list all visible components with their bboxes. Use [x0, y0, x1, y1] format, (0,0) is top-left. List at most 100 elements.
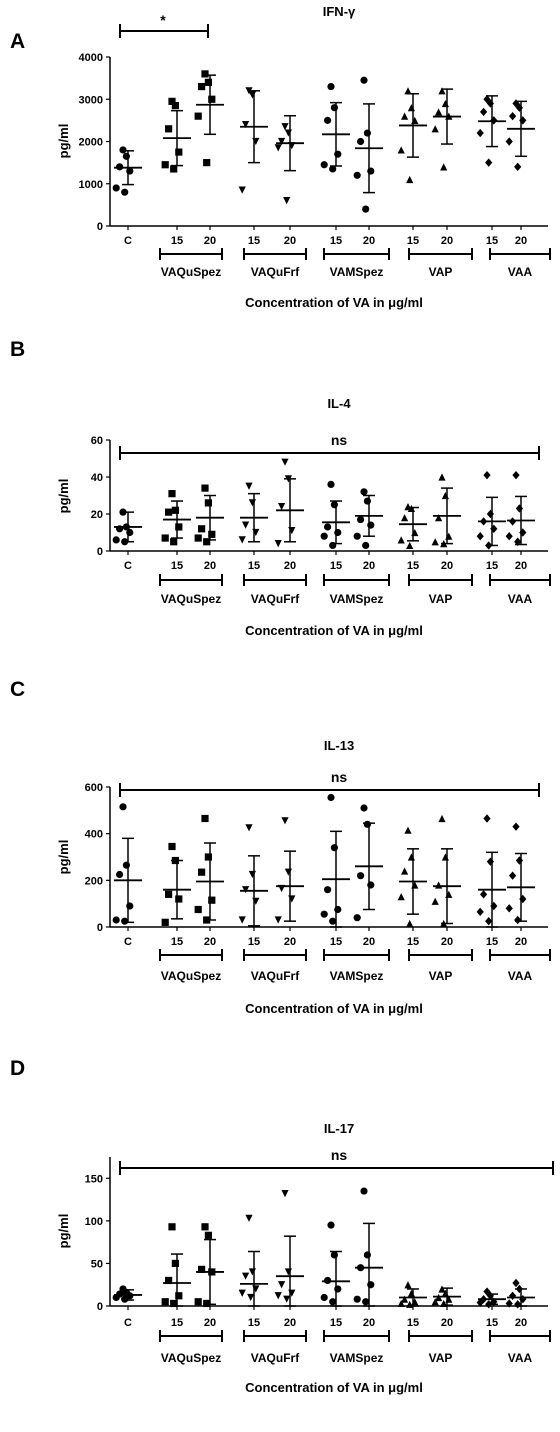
group-label: VAP: [429, 265, 453, 279]
data-point: [242, 521, 250, 529]
data-point: [406, 919, 414, 928]
data-point: [509, 871, 517, 880]
data-point: [330, 1251, 338, 1259]
data-point: [245, 482, 253, 490]
category-label: 20: [363, 1317, 375, 1329]
data-point: [363, 497, 371, 505]
data-point: [360, 76, 368, 84]
series-1: [161, 97, 191, 173]
series-1: [161, 842, 191, 926]
y-tick-label: 0: [97, 221, 103, 233]
data-point: [284, 868, 292, 876]
category-label: 15: [171, 1317, 183, 1329]
group-bracket: VAQuSpez: [159, 248, 223, 279]
data-point: [357, 872, 365, 880]
data-point: [168, 1223, 176, 1231]
data-point: [330, 104, 338, 112]
x-axis-title: Concentration of VA in μg/ml: [245, 623, 423, 638]
data-point: [509, 517, 517, 526]
data-point: [486, 99, 494, 108]
group-label: VAQuFrf: [251, 1351, 300, 1365]
data-point: [485, 916, 493, 926]
category-label: C: [124, 936, 132, 948]
data-point: [168, 490, 176, 498]
y-tick-label: 0: [97, 546, 103, 558]
group-bracket: VAQuSpez: [159, 1330, 223, 1365]
data-point: [281, 458, 289, 466]
series-4: [274, 114, 304, 205]
series-3: [238, 87, 268, 194]
data-point: [278, 137, 286, 146]
category-label: 15: [330, 936, 342, 948]
data-point: [431, 1298, 439, 1306]
data-point: [515, 856, 523, 865]
group-bracket: VAA: [489, 574, 551, 606]
y-tick-label: 200: [85, 875, 103, 887]
group-label: VAQuFrf: [251, 969, 300, 983]
significance-label: ns: [331, 769, 348, 785]
data-point: [485, 158, 493, 167]
data-point: [112, 184, 120, 192]
category-label: 15: [248, 235, 260, 247]
data-point: [204, 499, 212, 507]
series-7: [397, 1281, 427, 1308]
group-label: VAQuSpez: [161, 1351, 221, 1365]
data-point: [357, 137, 365, 146]
category-label: 15: [407, 1317, 419, 1329]
data-point: [353, 1295, 361, 1303]
data-point: [203, 159, 211, 167]
data-point: [121, 917, 129, 925]
data-point: [329, 917, 337, 925]
data-point: [512, 470, 520, 480]
data-point: [119, 146, 127, 154]
significance-label: ns: [331, 432, 348, 448]
category-label: 15: [171, 235, 183, 247]
data-point: [281, 123, 289, 131]
chart-title: IL-4: [327, 396, 351, 411]
chart-title: IL-13: [324, 738, 354, 753]
data-point: [357, 515, 365, 524]
series-4: [274, 817, 304, 924]
category-label: 15: [486, 235, 498, 247]
y-tick-label: 2000: [79, 137, 103, 149]
y-tick-label: 600: [85, 782, 103, 794]
data-point: [509, 1291, 517, 1300]
data-point: [274, 540, 282, 548]
data-point: [438, 473, 446, 481]
data-point: [320, 910, 328, 918]
data-point: [512, 1278, 520, 1288]
group-label: VAMSpez: [330, 1351, 384, 1365]
data-point: [204, 853, 212, 861]
data-point: [198, 868, 206, 876]
series-10: [505, 470, 535, 546]
data-point: [362, 1298, 370, 1306]
series-9: [476, 814, 506, 928]
data-point: [194, 1298, 202, 1306]
data-point: [274, 144, 282, 152]
group-bracket: VAQuFrf: [243, 248, 307, 279]
data-point: [121, 188, 129, 196]
significance-label: ns: [331, 1147, 348, 1163]
y-tick-label: 100: [85, 1216, 103, 1228]
category-label: 15: [486, 1317, 498, 1329]
y-tick-label: 4000: [79, 52, 103, 64]
data-point: [242, 121, 250, 129]
data-point: [441, 99, 449, 108]
data-point: [121, 1295, 129, 1303]
series-9: [476, 470, 506, 550]
data-point: [438, 1285, 446, 1293]
data-point: [238, 916, 246, 924]
series-0: [112, 1285, 142, 1303]
group-label: VAQuFrf: [251, 592, 300, 606]
data-point: [327, 1221, 335, 1229]
data-point: [509, 111, 517, 121]
data-point: [170, 165, 178, 173]
significance-bar: ns: [119, 432, 540, 460]
y-tick-label: 150: [85, 1173, 103, 1185]
data-point: [407, 104, 415, 112]
data-point: [203, 538, 211, 546]
data-point: [406, 175, 414, 184]
group-label: VAP: [429, 1351, 453, 1365]
category-label: 15: [407, 235, 419, 247]
data-point: [281, 817, 289, 825]
